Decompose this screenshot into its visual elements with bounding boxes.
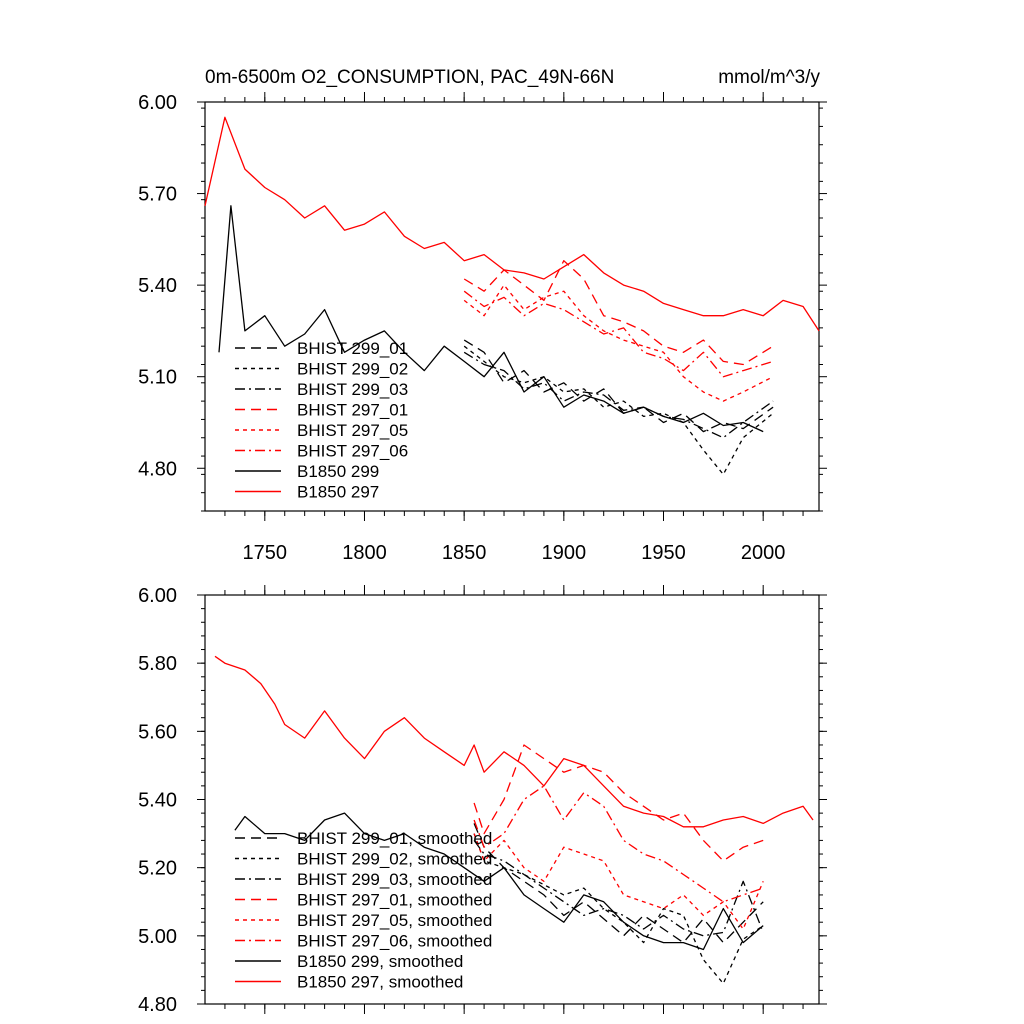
x-tick-label: 1800 <box>342 542 387 564</box>
y-tick-label: 4.80 <box>138 458 177 480</box>
y-tick-label: 5.10 <box>138 367 177 389</box>
y-tick-label: 5.40 <box>138 790 177 812</box>
series-line <box>473 840 764 937</box>
legend-label: BHIST 299_01 <box>297 339 408 358</box>
legend-label: BHIST 297_01 <box>297 401 408 420</box>
series-line <box>463 260 774 366</box>
series-line <box>214 655 814 828</box>
y-tick-label: 5.20 <box>138 858 177 880</box>
plot-frame <box>204 101 820 512</box>
legend-label: B1850 297, smoothed <box>297 973 463 992</box>
legend-label: BHIST 297_06, smoothed <box>297 932 492 951</box>
y-tick-label: 6.00 <box>138 585 177 607</box>
x-tick-label: 1900 <box>542 542 587 564</box>
axis-ticks: 6.00 5.80 5.60 5.40 5.20 5.00 4.80 <box>138 585 827 1016</box>
y-tick-label: 5.80 <box>138 653 177 675</box>
axis-ticks: 6.00 5.70 5.40 5.10 4.80 1750 1800 1850 1900 1950… <box>138 92 827 564</box>
series-line <box>218 205 764 433</box>
x-tick-label: 1950 <box>641 542 686 564</box>
series-line <box>463 351 774 439</box>
series-line <box>234 812 764 951</box>
legend-label: B1850 299 <box>297 462 379 481</box>
top-panel: 0m-6500m O2_CONSUMPTION, PAC_49N-66N mmo… <box>138 67 827 564</box>
legend-label: BHIST 297_06 <box>297 442 408 461</box>
chart-units: mmol/m^3/y <box>718 67 820 88</box>
x-tick-label: 2000 <box>741 542 786 564</box>
y-tick-label: 5.00 <box>138 926 177 948</box>
legend-label: B1850 299, smoothed <box>297 952 463 971</box>
bottom-panel: 6.00 5.80 5.60 5.40 5.20 5.00 4.80 BHIST 299_0… <box>138 585 827 1016</box>
series-line <box>473 785 764 903</box>
y-tick-label: 6.00 <box>138 92 177 114</box>
y-tick-label: 5.70 <box>138 184 177 206</box>
x-tick-label: 1850 <box>442 542 487 564</box>
series-line <box>473 823 764 944</box>
series-line <box>204 116 820 332</box>
y-tick-label: 4.80 <box>138 994 177 1016</box>
x-tick-label: 1750 <box>243 542 288 564</box>
legend-label: BHIST 299_02, smoothed <box>297 850 492 869</box>
series-group <box>214 655 814 985</box>
legend-label: BHIST 299_01, smoothed <box>297 829 492 848</box>
legend: BHIST 299_01, smoothed BHIST 299_02, smoo… <box>235 829 492 992</box>
series-line <box>463 290 774 378</box>
chart-title: 0m-6500m O2_CONSUMPTION, PAC_49N-66N <box>205 67 614 88</box>
legend-label: BHIST 299_03, smoothed <box>297 870 492 889</box>
legend-label: BHIST 299_02 <box>297 360 408 379</box>
legend-label: BHIST 299_03 <box>297 380 408 399</box>
series-line <box>463 339 774 433</box>
y-tick-label: 5.40 <box>138 275 177 297</box>
y-tick-label: 5.60 <box>138 721 177 743</box>
series-group <box>204 116 820 476</box>
legend-label: BHIST 297_05, smoothed <box>297 911 492 930</box>
series-line <box>473 833 764 985</box>
legend-label: BHIST 297_01, smoothed <box>297 891 492 910</box>
legend-label: BHIST 297_05 <box>297 421 408 440</box>
series-line <box>473 833 764 930</box>
legend-label: B1850 297 <box>297 483 379 502</box>
series-line <box>473 744 764 862</box>
